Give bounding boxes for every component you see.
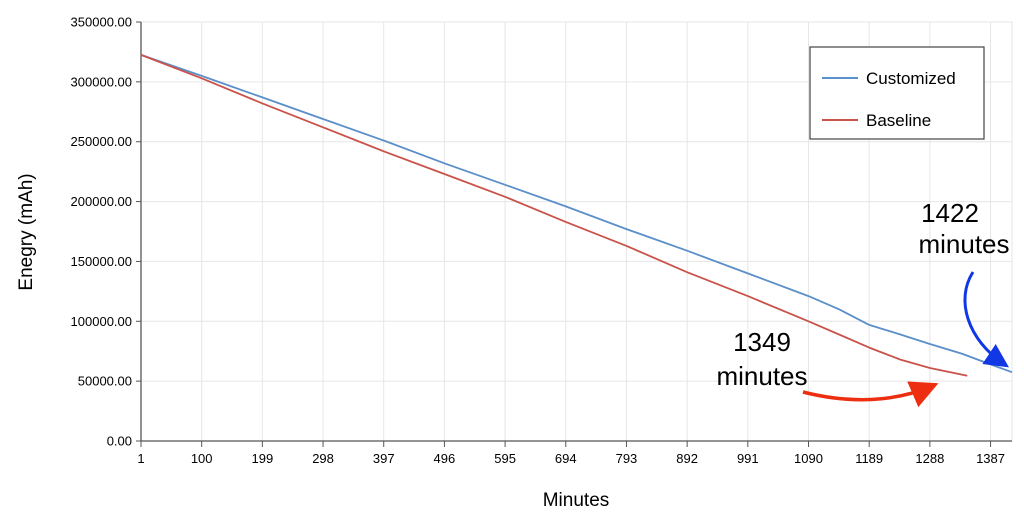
y-tick-label: 350000.00 — [71, 15, 132, 30]
x-tick-label: 199 — [252, 451, 274, 466]
y-tick-label: 200000.00 — [71, 194, 132, 209]
x-tick-label: 1288 — [915, 451, 944, 466]
x-tick-label: 1 — [137, 451, 144, 466]
x-tick-label: 595 — [494, 451, 516, 466]
y-axis-ticks: 0.00 50000.00 100000.00 150000.00 200000.00 2… — [71, 15, 141, 449]
y-tick-label: 0.00 — [107, 434, 132, 449]
annotation-baseline-arrow — [802, 381, 939, 408]
legend-label-baseline: Baseline — [866, 111, 931, 130]
x-tick-label: 793 — [616, 451, 638, 466]
grid-lines — [140, 21, 1013, 442]
series-line-customized — [140, 54, 1013, 374]
x-tick-label: 1387 — [976, 451, 1005, 466]
series-line-baseline — [140, 54, 968, 377]
y-tick-label: 100000.00 — [71, 314, 132, 329]
annotation-customized: 1422 minutes — [918, 198, 1010, 368]
x-axis-title: Minutes — [543, 490, 610, 511]
x-tick-label: 496 — [434, 451, 456, 466]
annotation-baseline-number: 1349 — [733, 327, 791, 357]
annotation-customized-arrow — [963, 271, 1009, 368]
x-tick-label: 1090 — [794, 451, 823, 466]
legend-label-customized: Customized — [866, 69, 956, 88]
series-lines — [140, 54, 1013, 377]
x-tick-label: 694 — [555, 451, 577, 466]
x-axis-ticks: 1 100 199 298 397 496 595 694 793 892 991 1090 1189 1… — [137, 441, 1005, 466]
annotation-customized-unit: minutes — [918, 229, 1009, 259]
y-tick-label: 250000.00 — [71, 134, 132, 149]
y-axis-title: Enegry (mAh) — [16, 173, 37, 290]
y-tick-label: 300000.00 — [71, 74, 132, 89]
annotation-baseline: 1349 minutes — [716, 327, 939, 408]
x-tick-label: 100 — [191, 451, 213, 466]
x-tick-label: 1189 — [855, 451, 883, 466]
legend: Customized Baseline — [809, 46, 985, 140]
x-tick-label: 991 — [737, 451, 759, 466]
y-tick-label: 50000.00 — [78, 374, 132, 389]
annotation-baseline-unit: minutes — [716, 361, 807, 391]
y-tick-label: 150000.00 — [71, 254, 132, 269]
annotation-customized-number: 1422 — [921, 198, 979, 228]
x-tick-label: 397 — [373, 451, 395, 466]
x-tick-label: 298 — [312, 451, 334, 466]
axes — [140, 22, 1012, 442]
legend-box — [809, 46, 985, 140]
x-tick-label: 892 — [676, 451, 698, 466]
